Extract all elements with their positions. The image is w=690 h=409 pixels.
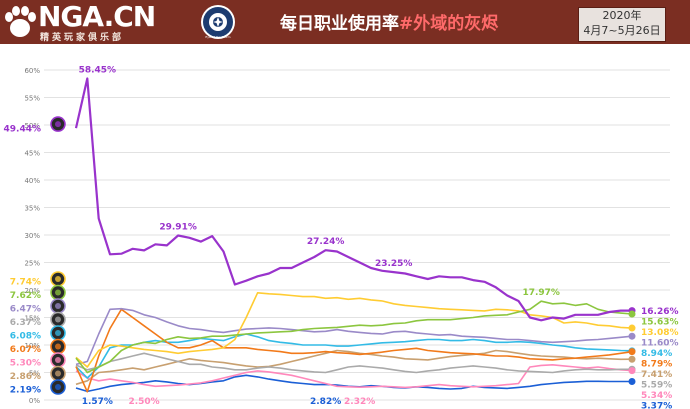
series-line-orange (75, 308, 633, 393)
y-tick-label: 5% (29, 370, 40, 378)
end-label-pink: 5.34% (641, 391, 672, 401)
end-label-cyan: 8.94% (641, 349, 672, 359)
start-label-pink: 5.30% (10, 359, 41, 369)
logo-text: NGA.CN (38, 0, 156, 33)
end-marker-brown (628, 355, 636, 363)
series-line-pink (75, 363, 633, 389)
title-highlight: #外域的灰烬 (399, 14, 499, 34)
class-icons (50, 116, 66, 395)
druid-icon (50, 338, 66, 355)
peak-annotation: 29.91% (159, 222, 197, 232)
series-line-yellow (75, 292, 633, 368)
start-label-yellow: 7.74% (10, 278, 41, 288)
y-tick-label: 40% (24, 177, 40, 185)
shaman-icon (50, 365, 66, 382)
series-line-purple (74, 77, 632, 322)
end-label-lavender: 11.60% (641, 339, 679, 349)
y-tick-label: 60% (24, 67, 40, 75)
date-range-box: 2020年 4月7~5月26日 (578, 7, 666, 42)
series-lines (74, 77, 633, 393)
usage-line-chart: 0% 5% 10% 15% 20% 25% 30% 35% 40% 45% 50% 55% 60% 58… (4, 66, 679, 409)
end-marker-blue (628, 377, 636, 385)
end-labels: 16.26%15.63%13.08%11.60%8.94%8.79%7.41%5… (628, 307, 679, 409)
end-label-orange: 8.79% (641, 360, 672, 370)
hunter-icon (50, 284, 66, 301)
series-line-gray (75, 352, 632, 374)
chart-title: 每日职业使用率#外域的灰烬 (280, 9, 498, 34)
grid (44, 69, 670, 401)
start-label-orange: 6.07% (10, 345, 41, 355)
y-tick-label: 35% (24, 205, 40, 213)
series-line-cyan (75, 333, 633, 379)
start-label-lavender: 6.47% (10, 305, 41, 315)
peak-annotation: 23.25% (375, 259, 413, 269)
y-tick-label: 0% (29, 397, 40, 405)
end-label-brown: 7.41% (641, 370, 672, 380)
logo-subtitle: 精英玩家俱乐部 (40, 33, 125, 43)
date-year: 2020年 (602, 9, 642, 22)
badge-text: Eye of the Storm (205, 35, 230, 39)
end-label-yellow: 13.08% (641, 328, 679, 338)
demon-hunter-icon (50, 116, 66, 132)
start-label-purple: 49.44% (4, 125, 42, 135)
peak-annotation: 1.57% (82, 397, 113, 407)
y-tick-label: 55% (24, 95, 40, 103)
y-tick-label: 30% (24, 232, 40, 240)
peak-annotation: 58.45% (79, 66, 117, 76)
y-tick-label: 45% (24, 150, 40, 158)
peak-annotation: 27.24% (307, 237, 345, 247)
end-label-gray: 5.59% (641, 381, 672, 391)
series-line-lavender (75, 307, 633, 366)
date-range: 4月7~5月26日 (583, 24, 661, 37)
series-line-blue (75, 374, 632, 393)
series-line-green (75, 300, 633, 374)
y-tick-label: 50% (24, 122, 40, 130)
peak-annotation: 17.97% (522, 288, 560, 298)
title-prefix: 每日职业使用率 (280, 14, 399, 34)
peak-annotation: 2.32% (344, 397, 375, 407)
start-label-green: 7.62% (10, 291, 41, 301)
end-label-blue: 3.37% (641, 402, 672, 409)
start-label-blue: 2.19% (10, 386, 41, 396)
start-label-cyan: 6.08% (10, 332, 41, 342)
start-labels: 49.44% 7.74% 7.62% 6.47% 6.37% 6.08% 6.07% 5.30… (4, 125, 42, 396)
peak-annotation: 2.82% (310, 397, 341, 407)
warlock-icon (50, 379, 66, 395)
y-tick-label: 15% (24, 315, 40, 323)
y-tick-label: 10% (24, 342, 40, 350)
paw-icon (5, 6, 36, 37)
y-axis-ticks: 0% 5% 10% 15% 20% 25% 30% 35% 40% 45% 50% 55% 60% (24, 67, 40, 405)
start-label-gray: 6.37% (10, 318, 41, 328)
start-label-brown: 2.86% (10, 372, 41, 382)
end-marker-pink (628, 367, 636, 375)
rogue-icon (50, 352, 66, 368)
end-label-purple: 16.26% (641, 307, 679, 317)
warrior-icon (50, 311, 66, 328)
end-label-green: 15.63% (641, 318, 679, 328)
y-tick-label: 25% (24, 260, 40, 268)
end-marker-green (628, 310, 636, 318)
series-line-brown (75, 349, 633, 386)
annotations: 58.45% 29.91% 27.24% 23.25% 17.97% 1.57% 2.50%… (79, 66, 560, 407)
priest-icon (50, 298, 66, 314)
y-tick-label: 20% (24, 287, 40, 295)
end-marker-yellow (628, 324, 636, 332)
end-marker-orange (628, 348, 636, 356)
end-marker-lavender (628, 332, 636, 340)
storm-badge-icon: Eye of the Storm (201, 5, 235, 39)
paladin-icon (50, 271, 66, 287)
mage-icon (50, 325, 66, 341)
header-bar: NGA.CN 精英玩家俱乐部 Eye of the Storm 每日职业使用率#… (0, 0, 690, 44)
peak-annotation: 2.50% (128, 397, 159, 407)
nga-logo: NGA.CN 精英玩家俱乐部 (4, 0, 194, 43)
